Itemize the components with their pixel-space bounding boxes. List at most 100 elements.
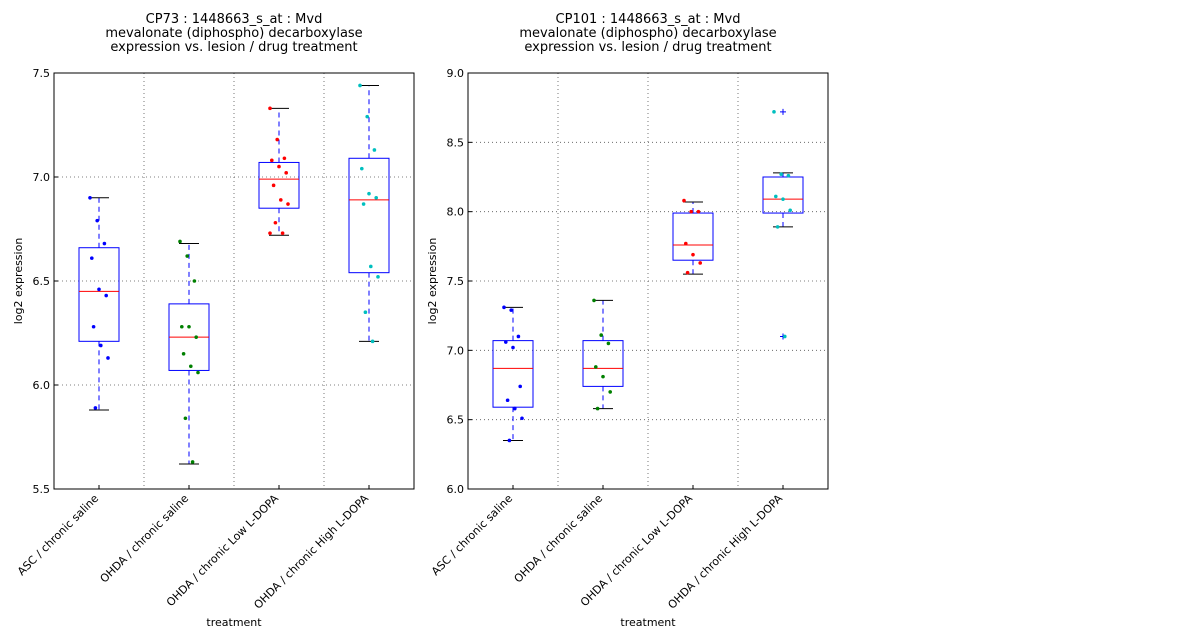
y-tick-label: 6.5 [447, 414, 465, 427]
point [606, 341, 611, 346]
point [99, 343, 103, 348]
point [685, 270, 690, 275]
point [360, 166, 364, 171]
point [97, 287, 101, 292]
point [93, 406, 98, 410]
point [376, 275, 380, 279]
point [279, 198, 283, 202]
point [277, 164, 281, 169]
x-axis-label: treatment [620, 616, 676, 629]
point [183, 416, 188, 421]
box [258, 161, 300, 209]
chart-title: CP73 : 1448663_s_at : Mvd [146, 12, 323, 27]
point [104, 293, 108, 298]
point [95, 218, 99, 223]
point [696, 209, 701, 214]
point [608, 390, 612, 394]
point [504, 340, 508, 344]
point [181, 352, 186, 356]
y-axis-label: log2 expression [426, 238, 439, 325]
point [516, 334, 521, 339]
chart-title: expression vs. lesion / drug treatment [524, 40, 771, 55]
point [788, 208, 792, 213]
flier [780, 108, 786, 115]
y-tick-label: 5.5 [33, 483, 51, 496]
point [194, 335, 198, 339]
point [273, 220, 278, 225]
point [367, 191, 371, 196]
point [595, 406, 600, 411]
point [284, 171, 289, 175]
point [520, 416, 524, 421]
point [594, 365, 598, 369]
point [682, 198, 686, 203]
point [507, 438, 512, 443]
point [774, 194, 778, 199]
point [502, 305, 506, 310]
y-tick-label: 8.0 [447, 206, 465, 219]
point [772, 110, 776, 114]
point [286, 202, 290, 206]
point [268, 231, 272, 235]
x-tick-label: ASC / chronic saline [429, 492, 515, 578]
point [363, 310, 368, 315]
point [511, 345, 515, 350]
box [78, 247, 120, 342]
point [372, 148, 377, 152]
point [775, 225, 780, 229]
point [178, 239, 182, 244]
point [90, 256, 94, 260]
y-tick-label: 6.5 [33, 275, 51, 288]
box [492, 340, 534, 408]
point [599, 333, 603, 337]
point [275, 137, 280, 142]
plot-frame [467, 72, 829, 490]
point [592, 298, 596, 303]
point [282, 156, 287, 161]
box [582, 340, 624, 387]
point [374, 196, 379, 200]
x-axis-label: treatment [206, 616, 262, 629]
point [601, 374, 605, 379]
y-tick-label: 8.5 [447, 136, 465, 149]
point [365, 114, 370, 119]
point [187, 324, 191, 329]
point [190, 460, 195, 464]
y-tick-label: 7.0 [447, 344, 465, 357]
point [268, 106, 272, 111]
point [196, 370, 200, 375]
point [88, 196, 92, 200]
point [509, 308, 513, 312]
chart-title: CP101 : 1448663_s_at : Mvd [556, 12, 741, 27]
point [691, 252, 695, 257]
box [762, 176, 804, 214]
y-tick-label: 6.0 [447, 483, 465, 496]
box [672, 212, 714, 261]
point [513, 406, 517, 411]
y-tick-label: 9.0 [447, 67, 465, 80]
point [189, 364, 193, 369]
chart-title: expression vs. lesion / drug treatment [110, 40, 357, 55]
point [781, 197, 785, 201]
point [684, 241, 688, 246]
point [271, 183, 276, 188]
x-tick-label: OHDA / chronic saline [98, 492, 192, 586]
point [518, 384, 522, 389]
point [106, 356, 110, 360]
y-tick-label: 7.5 [447, 275, 465, 288]
chart-title: mevalonate (diphospho) decarboxylase [105, 26, 362, 41]
point [270, 158, 274, 163]
point [370, 339, 375, 344]
point [689, 209, 693, 214]
point [180, 324, 184, 329]
point [361, 202, 366, 206]
point [698, 261, 702, 265]
point [505, 398, 510, 403]
point [786, 173, 791, 178]
point [783, 334, 787, 339]
plot-frame [53, 72, 415, 490]
chart-title: mevalonate (diphospho) decarboxylase [519, 26, 776, 41]
